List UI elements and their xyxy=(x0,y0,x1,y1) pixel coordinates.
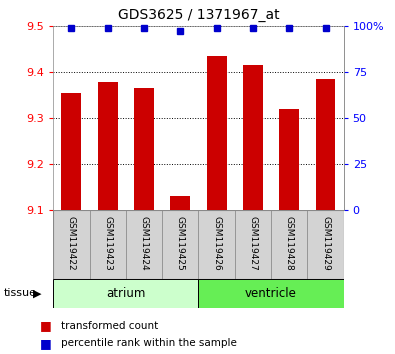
Text: GSM119423: GSM119423 xyxy=(103,216,112,270)
Bar xyxy=(199,279,344,308)
Text: ventricle: ventricle xyxy=(245,287,297,300)
Text: GSM119427: GSM119427 xyxy=(248,216,258,270)
Bar xyxy=(170,196,190,210)
Bar xyxy=(199,210,235,279)
Text: transformed count: transformed count xyxy=(61,321,158,331)
Bar xyxy=(53,279,199,308)
Bar xyxy=(62,92,81,210)
Bar xyxy=(243,65,263,210)
Bar xyxy=(53,210,90,279)
Bar xyxy=(307,210,344,279)
Text: GSM119428: GSM119428 xyxy=(285,216,294,270)
Bar xyxy=(98,82,118,210)
Bar xyxy=(235,210,271,279)
Bar xyxy=(279,109,299,210)
Text: GSM119426: GSM119426 xyxy=(212,216,221,270)
Bar xyxy=(126,210,162,279)
Text: ■: ■ xyxy=(40,337,51,350)
Text: atrium: atrium xyxy=(106,287,146,300)
Text: ▶: ▶ xyxy=(33,289,41,298)
Bar xyxy=(271,210,307,279)
Text: percentile rank within the sample: percentile rank within the sample xyxy=(61,338,237,348)
Text: ■: ■ xyxy=(40,319,51,332)
Text: GSM119422: GSM119422 xyxy=(67,216,76,270)
Bar xyxy=(90,210,126,279)
Bar xyxy=(162,210,199,279)
Text: GSM119425: GSM119425 xyxy=(176,216,185,270)
Text: GSM119429: GSM119429 xyxy=(321,216,330,270)
Title: GDS3625 / 1371967_at: GDS3625 / 1371967_at xyxy=(118,8,279,22)
Text: GSM119424: GSM119424 xyxy=(139,216,149,270)
Bar xyxy=(207,56,227,210)
Bar xyxy=(134,88,154,210)
Bar xyxy=(316,79,335,210)
Text: tissue: tissue xyxy=(4,289,37,298)
